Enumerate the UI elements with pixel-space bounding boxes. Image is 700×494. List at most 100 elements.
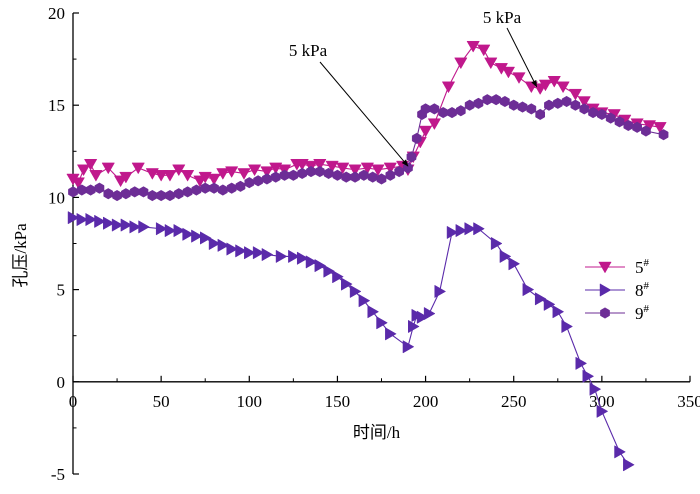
data-point: [200, 182, 211, 194]
x-tick-label: 50: [153, 392, 170, 411]
legend-marker: [598, 261, 612, 274]
data-point: [360, 162, 375, 175]
data-point: [383, 162, 397, 175]
series-8: [67, 211, 635, 472]
data-point: [623, 458, 635, 472]
data-point: [464, 99, 475, 111]
data-point: [350, 171, 360, 183]
data-point: [447, 106, 457, 119]
data-point: [582, 369, 595, 383]
annotations: 5 kPa 5 kPa: [289, 8, 538, 167]
data-point: [512, 72, 526, 84]
data-point: [517, 101, 528, 113]
data-point: [314, 258, 327, 273]
data-point: [288, 169, 299, 181]
x-tick-label: 0: [69, 392, 78, 411]
data-point: [522, 282, 535, 297]
data-point: [589, 382, 602, 396]
legend-marker: [599, 283, 612, 297]
data-point: [235, 244, 247, 258]
legend-label: 5#: [635, 257, 650, 277]
x-tick-label: 150: [325, 392, 351, 411]
x-axis-title: 时间/h: [353, 423, 401, 442]
data-point: [85, 212, 98, 227]
data-point: [225, 166, 239, 178]
annotation-label: 5 kPa: [289, 41, 328, 60]
data-point: [348, 164, 362, 177]
data-point: [226, 242, 239, 256]
data-point: [570, 99, 581, 111]
data-point: [577, 96, 591, 108]
data-point: [129, 186, 140, 198]
annotation: 5 kPa: [483, 8, 538, 88]
y-tick-label: 10: [48, 188, 65, 207]
data-point: [314, 165, 325, 178]
data-point: [173, 188, 184, 200]
data-point: [156, 189, 166, 202]
data-point: [336, 162, 350, 175]
data-point: [477, 44, 491, 57]
data-point: [568, 88, 583, 101]
y-tick-label: 5: [57, 281, 66, 300]
data-point: [579, 103, 590, 115]
data-point: [270, 171, 281, 183]
data-point: [455, 223, 468, 238]
data-point: [76, 184, 87, 196]
data-point: [247, 164, 262, 177]
series-line: [72, 45, 661, 184]
data-point: [164, 223, 177, 238]
data-point: [371, 164, 385, 177]
data-point: [420, 103, 431, 115]
data-point: [306, 165, 316, 178]
data-point: [182, 186, 193, 198]
data-point: [349, 284, 362, 299]
data-point: [103, 188, 114, 200]
data-point: [147, 189, 158, 202]
data-point: [473, 222, 485, 236]
y-tick-label: -5: [51, 465, 65, 484]
data-point: [385, 327, 397, 341]
data-point: [411, 132, 422, 144]
data-point: [191, 229, 203, 243]
data-point: [112, 189, 122, 202]
y-tick-label: 15: [48, 96, 65, 115]
data-point: [305, 255, 318, 269]
data-point: [544, 99, 554, 111]
data-point: [538, 79, 553, 92]
data-point: [508, 257, 521, 271]
data-point: [111, 218, 124, 232]
data-point: [182, 227, 194, 241]
data-point: [76, 164, 91, 177]
data-point: [131, 162, 145, 175]
data-point: [454, 57, 468, 70]
data-point: [173, 223, 186, 238]
data-point: [508, 99, 519, 111]
data-point: [235, 180, 246, 192]
annotation: 5 kPa: [289, 41, 409, 167]
data-point: [358, 294, 371, 308]
data-point: [332, 169, 343, 181]
data-point: [218, 184, 228, 196]
legend-marker: [600, 307, 610, 319]
x-tick-label: 250: [501, 392, 527, 411]
data-point: [323, 264, 336, 278]
data-point: [216, 168, 230, 180]
data-point: [484, 57, 498, 70]
data-point: [614, 445, 626, 459]
data-point: [120, 218, 133, 232]
data-point: [403, 162, 413, 174]
data-point: [429, 103, 440, 115]
data-point: [543, 297, 556, 311]
data-point: [89, 170, 103, 182]
data-point: [408, 319, 420, 334]
data-point: [376, 173, 387, 185]
data-point: [441, 81, 456, 94]
data-point: [323, 167, 334, 180]
data-point: [367, 171, 378, 183]
data-point: [155, 222, 168, 236]
data-point: [119, 171, 133, 184]
data-point: [455, 105, 466, 117]
data-point: [297, 167, 308, 180]
